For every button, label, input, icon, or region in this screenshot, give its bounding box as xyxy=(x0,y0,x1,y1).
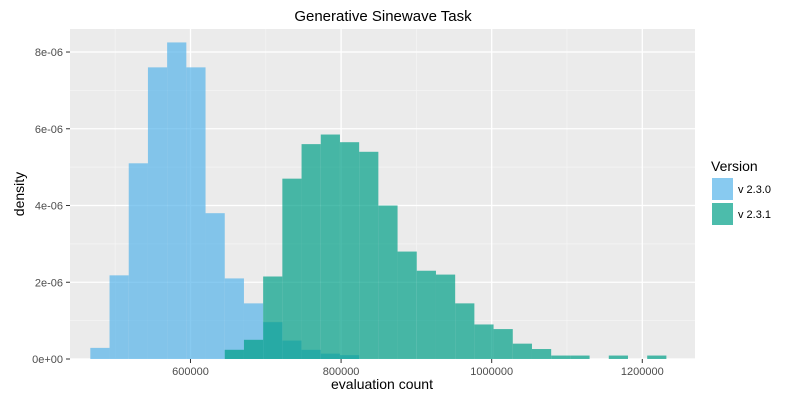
histogram-bar-v231 xyxy=(493,329,513,359)
legend-title: Version xyxy=(711,158,758,174)
histogram-bar-v231 xyxy=(397,251,417,359)
histogram-bar-v231 xyxy=(416,270,436,359)
x-tick-label: 1200000 xyxy=(621,366,664,378)
histogram-bars xyxy=(90,42,667,359)
histogram-bar-v230 xyxy=(90,347,110,359)
axis-ticks: 600000 800000 1000000 1200000 0e+00 2e-06 4e-0… xyxy=(32,47,664,378)
histogram-bar-v230 xyxy=(109,275,129,359)
histogram-bar-v230 xyxy=(128,163,148,359)
histogram-bar-v231 xyxy=(608,355,628,359)
x-axis-label: evaluation count xyxy=(331,376,433,392)
histogram-bar-v231 xyxy=(282,178,302,359)
histogram-bar-v231 xyxy=(224,349,244,359)
histogram-bar-v231 xyxy=(435,274,456,359)
y-tick-label: 4e-06 xyxy=(35,201,63,213)
histogram-bar-v230 xyxy=(205,213,225,359)
histogram-bar-v231 xyxy=(301,144,321,359)
histogram-bar-v230 xyxy=(186,67,206,359)
histogram-bar-v231 xyxy=(378,205,398,359)
y-axis-label: density xyxy=(11,172,27,216)
histogram-bar-v231 xyxy=(531,349,552,359)
histogram-bar-v231 xyxy=(320,134,340,359)
histogram-bar-v231 xyxy=(647,355,667,359)
histogram-bar-v230 xyxy=(167,42,187,359)
histogram-bar-v230 xyxy=(224,278,244,359)
histogram-bar-v231 xyxy=(474,324,494,359)
plot-panel: 600000 800000 1000000 1200000 0e+00 2e-06 4e-0… xyxy=(32,29,695,378)
histogram-bar-v231 xyxy=(570,355,590,359)
legend-label: v 2.3.0 xyxy=(738,184,771,196)
histogram-bar-v231 xyxy=(263,276,283,359)
x-tick-label: 1000000 xyxy=(470,366,513,378)
legend-label: v 2.3.1 xyxy=(738,209,771,221)
x-tick-label: 600000 xyxy=(172,366,209,378)
histogram-bar-v231 xyxy=(243,339,264,359)
histogram-bar-v231 xyxy=(512,343,532,359)
y-tick-label: 2e-06 xyxy=(35,277,63,289)
histogram-bar-v231 xyxy=(551,355,571,359)
legend: Version v 2.3.0 v 2.3.1 xyxy=(711,158,771,225)
y-tick-label: 6e-06 xyxy=(35,124,63,136)
x-tick-label: 800000 xyxy=(323,366,360,378)
legend-items: v 2.3.0 v 2.3.1 xyxy=(712,178,771,225)
histogram-bar-v231 xyxy=(359,151,379,359)
chart-title: Generative Sinewave Task xyxy=(294,8,472,25)
y-tick-label: 0e+00 xyxy=(32,354,63,366)
histogram-bar-v231 xyxy=(339,142,360,359)
y-tick-label: 8e-06 xyxy=(35,47,63,59)
histogram-bar-v230 xyxy=(147,67,168,359)
legend-swatch xyxy=(712,178,733,200)
histogram-bar-v231 xyxy=(455,303,475,359)
legend-swatch xyxy=(712,203,733,225)
